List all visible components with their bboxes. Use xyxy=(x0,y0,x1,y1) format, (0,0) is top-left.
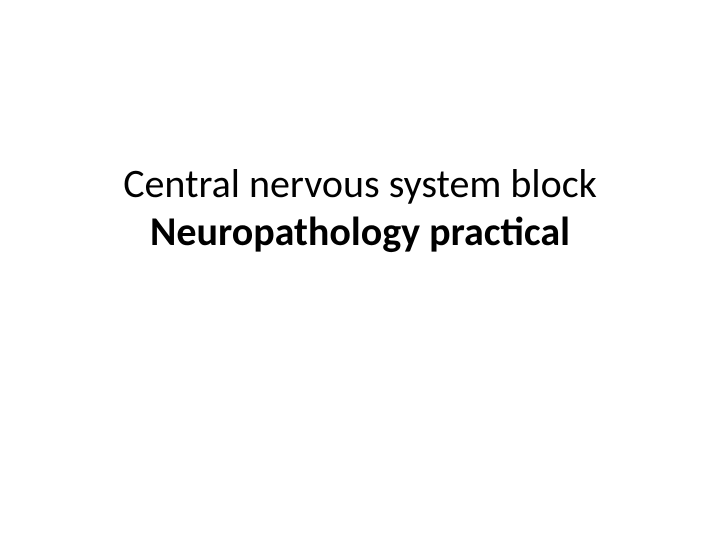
title-line-1: Central nervous system block xyxy=(123,160,597,208)
title-line-2: Neuropathology practical xyxy=(150,208,570,256)
slide-container: Central nervous system block Neuropathol… xyxy=(0,0,720,540)
